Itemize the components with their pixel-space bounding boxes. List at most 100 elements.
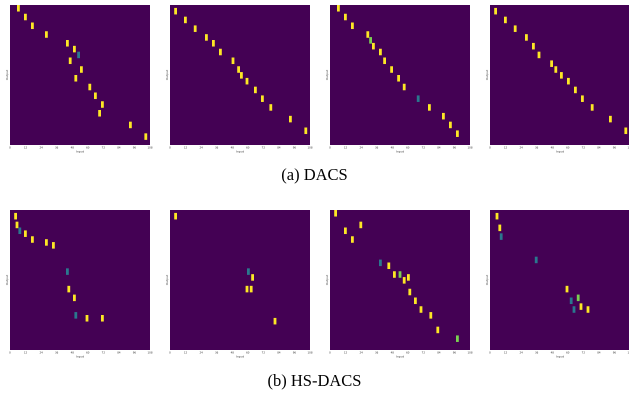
heatmap-cell: [379, 259, 382, 267]
heatmap-cell: [24, 13, 27, 21]
heatmap-cell: [184, 16, 187, 24]
heatmap-cell: [550, 60, 553, 67]
heatmap-cell: [15, 221, 19, 229]
heatmap-cell: [436, 326, 440, 334]
heatmap-b2-svg: 0 12 24 36 48 60 72 84 96 108 Input Output: [165, 210, 313, 359]
heatmap-cell: [495, 212, 499, 220]
heatmap-cell: [456, 335, 459, 342]
heatmap-cell: [494, 7, 497, 15]
heatmap-cell: [67, 285, 71, 293]
x-tick-label: 24: [199, 351, 203, 355]
heatmap-background: [330, 210, 470, 350]
x-tick-label: 0: [169, 351, 171, 355]
y-axis-label: Output: [485, 274, 489, 285]
heatmap-cell: [66, 268, 69, 275]
heatmap-cell: [101, 101, 104, 108]
x-axis-label: Input: [396, 150, 405, 154]
x-tick-label: 84: [597, 351, 601, 355]
x-tick-label: 96: [613, 146, 617, 150]
x-tick-label: 12: [24, 146, 28, 150]
heatmap-cell: [390, 66, 393, 73]
x-tick-label: 108: [308, 351, 313, 355]
heatmap-background: [10, 210, 150, 350]
x-tick-label: 60: [566, 351, 570, 355]
x-tick-label: 0: [9, 146, 11, 150]
x-tick-label: 72: [102, 351, 106, 355]
heatmap-cell: [574, 86, 577, 94]
heatmap-cell: [344, 13, 347, 21]
heatmap-cell: [273, 317, 277, 325]
heatmap-panel-a3: 0 12 24 36 48 60 72 84 96 108 Input Output: [325, 5, 473, 155]
x-tick-label: 84: [437, 351, 441, 355]
x-tick-label: 96: [453, 351, 457, 355]
heatmap-cell: [456, 130, 459, 137]
x-axis-label: Input: [76, 150, 85, 154]
x-tick-label: 60: [246, 146, 250, 150]
heatmap-cell: [565, 285, 569, 293]
heatmap-cell: [74, 312, 78, 319]
heatmap-cell: [372, 42, 375, 50]
heatmap-cell: [572, 306, 576, 313]
x-tick-label: 72: [262, 146, 266, 150]
x-tick-label: 0: [329, 351, 331, 355]
heatmap-cell: [351, 236, 354, 243]
x-tick-label: 12: [344, 351, 348, 355]
heatmap-cell: [344, 227, 347, 235]
y-axis-label: Output: [5, 274, 9, 285]
y-axis-label: Output: [165, 69, 169, 80]
heatmap-cell: [269, 104, 273, 111]
x-tick-label: 96: [613, 351, 617, 355]
y-axis-label: Output: [165, 274, 169, 285]
heatmap-cell: [428, 104, 431, 111]
x-tick-label: 12: [504, 351, 508, 355]
heatmap-cell: [174, 212, 177, 220]
heatmap-cell: [45, 239, 48, 246]
x-axis-label: Input: [556, 150, 565, 154]
x-tick-label: 0: [329, 146, 331, 150]
heatmap-a4-svg: 0 12 24 36 48 60 72 84 96 108 Input Output: [485, 5, 629, 154]
x-tick-label: 72: [582, 146, 586, 150]
heatmap-cell: [289, 115, 292, 123]
heatmap-cell: [532, 42, 535, 50]
heatmap-cell: [334, 210, 337, 217]
heatmap-b4-svg: 0 12 24 36 48 60 72 84 96 108 Input Output: [485, 210, 629, 359]
heatmap-cell: [101, 315, 104, 322]
heatmap-cell: [560, 72, 563, 79]
heatmap-cell: [567, 77, 570, 85]
heatmap-cell: [407, 274, 410, 281]
heatmap-cell: [73, 294, 76, 302]
heatmap-cell: [73, 45, 76, 53]
heatmap-cell: [525, 34, 528, 41]
x-tick-label: 36: [215, 351, 219, 355]
x-tick-label: 60: [406, 351, 410, 355]
x-tick-label: 108: [148, 351, 153, 355]
x-tick-label: 48: [71, 351, 75, 355]
heatmap-cell: [513, 25, 517, 32]
x-tick-label: 48: [551, 351, 555, 355]
y-axis-label: Output: [325, 274, 329, 285]
heatmap-cell: [369, 37, 372, 44]
heatmap-b1-svg: 0 12 24 36 48 60 72 84 96 108 Input Output: [5, 210, 153, 359]
x-axis-label: Input: [396, 355, 405, 359]
heatmap-cell: [94, 92, 97, 100]
heatmap-background: [490, 5, 629, 145]
x-axis-label: Input: [236, 150, 245, 154]
y-axis-label: Output: [5, 69, 9, 80]
heatmap-panel-a2: 0 12 24 36 48 60 72 84 96 108 Input Output: [165, 5, 313, 155]
heatmap-cell: [245, 285, 249, 293]
heatmap-cell: [576, 294, 580, 302]
x-tick-label: 72: [582, 351, 586, 355]
x-axis-label: Input: [76, 355, 85, 359]
heatmap-cell: [387, 262, 391, 270]
heatmap-cell: [609, 115, 612, 123]
x-tick-label: 60: [566, 146, 570, 150]
x-tick-label: 0: [489, 351, 491, 355]
x-tick-label: 0: [169, 146, 171, 150]
x-tick-label: 24: [519, 351, 523, 355]
x-tick-label: 108: [468, 351, 473, 355]
y-axis-label: Output: [485, 69, 489, 80]
x-tick-label: 36: [215, 146, 219, 150]
x-tick-label: 96: [293, 146, 297, 150]
heatmap-cell: [586, 306, 590, 313]
x-tick-label: 12: [184, 351, 188, 355]
